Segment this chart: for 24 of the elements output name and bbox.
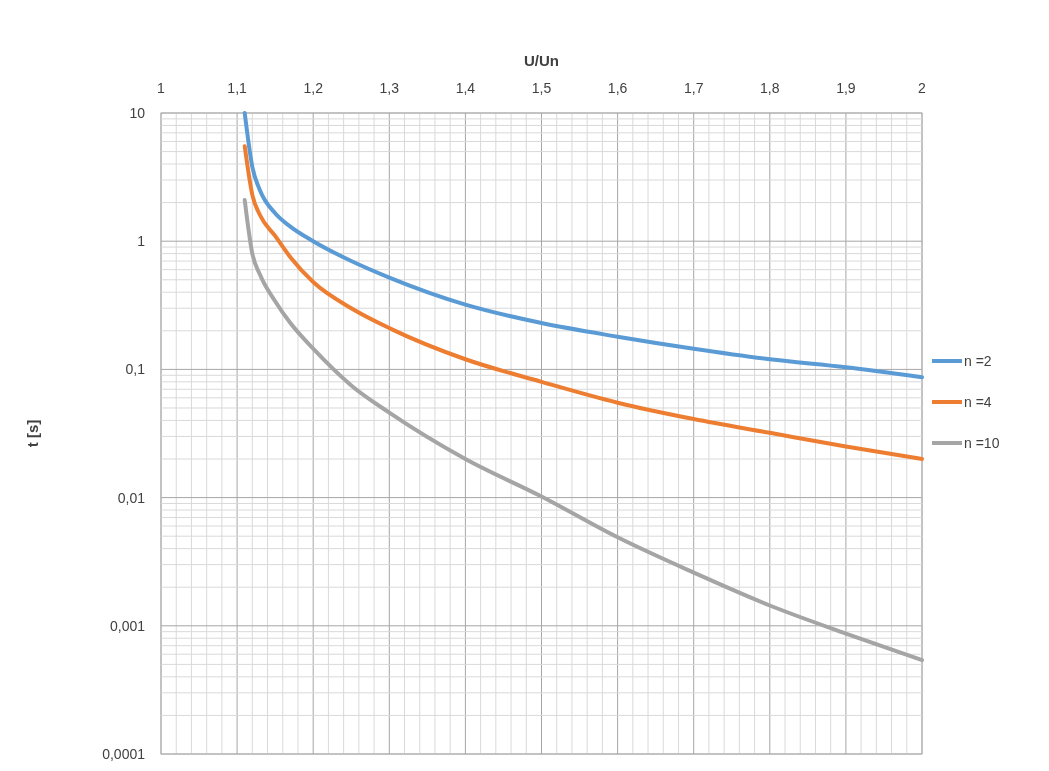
- x-axis-title: U/Un: [524, 52, 559, 69]
- x-tick-label: 1,8: [760, 80, 780, 96]
- y-axis-title: t [s]: [24, 419, 41, 448]
- legend-label: n =10: [964, 435, 1000, 451]
- x-tick-label: 1,1: [227, 80, 248, 96]
- x-tick-label: 1,9: [836, 80, 856, 96]
- y-tick-label: 0,1: [125, 361, 146, 378]
- line-series: [242, 144, 924, 462]
- x-tick-label: 1,6: [607, 80, 628, 96]
- x-tick-label: 1,3: [379, 80, 400, 96]
- y-tick-label: 1: [137, 233, 146, 250]
- y-tick-label: 10: [129, 105, 146, 121]
- y-tick-label: 0,01: [117, 489, 146, 506]
- y-tick-label: 0,0001: [102, 746, 146, 762]
- legend-label: n =2: [964, 353, 992, 369]
- x-tick-label: 1,7: [683, 80, 704, 96]
- x-tick-label: 1: [157, 80, 166, 96]
- y-tick-label: 0,001: [109, 617, 146, 634]
- line-series: [242, 111, 924, 380]
- x-tick-label: 2: [918, 80, 927, 96]
- x-tick-label: 1,4: [455, 80, 476, 96]
- x-tick-label: 1,2: [303, 80, 324, 96]
- legend-label: n =4: [964, 394, 992, 410]
- x-tick-label: 1,5: [531, 80, 552, 96]
